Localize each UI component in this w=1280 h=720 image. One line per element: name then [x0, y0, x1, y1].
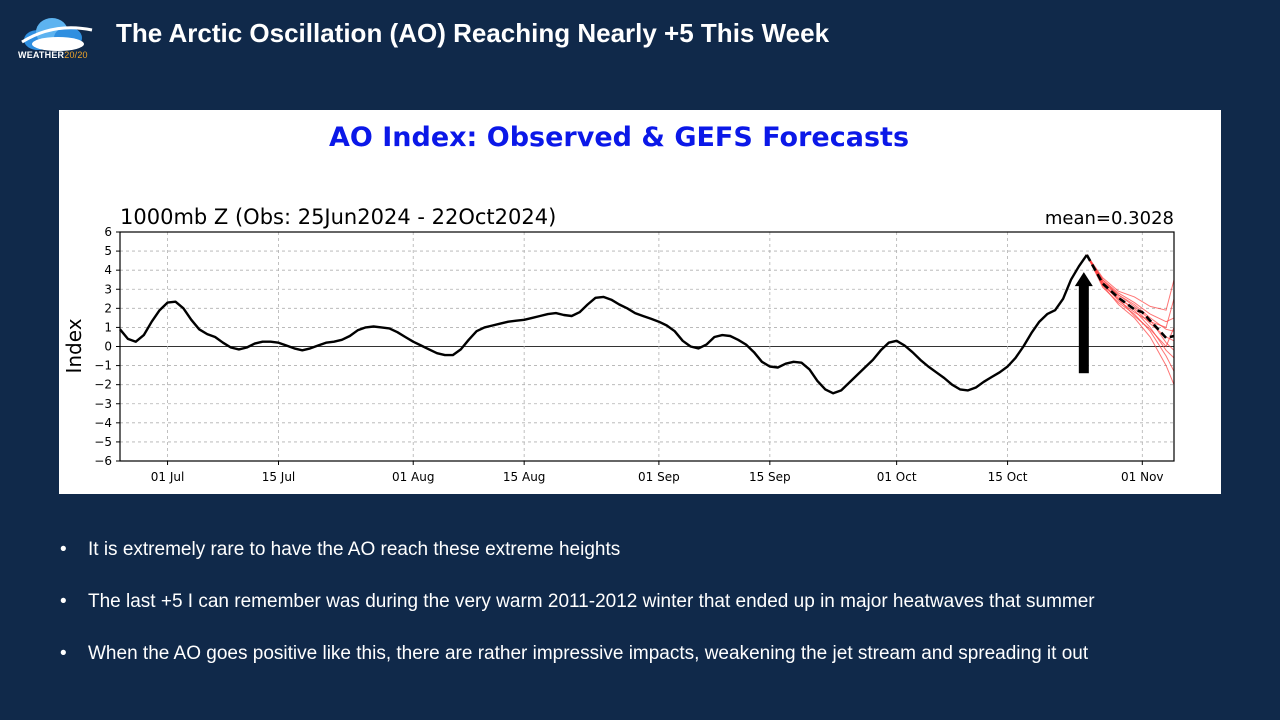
bullet-item: • It is extremely rare to have the AO rea… [60, 539, 621, 560]
y-tick-label: −6 [94, 454, 112, 468]
bullet-icon: • [60, 591, 67, 612]
bullet-item: • The last +5 I can remember was during t… [60, 591, 1095, 612]
x-tick-label: 01 Oct [877, 470, 917, 484]
y-tick-label: 6 [104, 225, 112, 239]
x-tick-labels: 01 Jul 15 Jul 01 Aug 15 Aug 01 Sep 15 Sep 01 O… [151, 461, 1164, 484]
arrow-up-icon [1074, 272, 1093, 287]
arrow-shaft [1078, 282, 1089, 374]
ensemble-member-line [1086, 254, 1175, 348]
x-tick-label: 01 Nov [1121, 470, 1164, 484]
y-tick-label: −3 [94, 397, 112, 411]
x-tick-label: 15 Aug [503, 470, 546, 484]
x-tick-label: 15 Jul [262, 470, 296, 484]
highlight-arrow [1074, 272, 1093, 374]
chart-subtitle: 1000mb Z (Obs: 25Jun2024 - 22Oct2024) [120, 205, 556, 229]
chart-svg: AO Index: Observed & GEFS Forecasts 1000… [62, 122, 1175, 484]
logo-text: WEATHER20/20 [18, 50, 88, 60]
ensemble-member-line [1086, 254, 1175, 372]
y-tick-label: 1 [104, 320, 112, 334]
x-tick-label: 15 Sep [749, 470, 791, 484]
x-tick-label: 01 Jul [151, 470, 185, 484]
cloud-logo-icon [21, 18, 93, 51]
ensemble-mean-line [1085, 254, 1175, 340]
ao-index-chart: AO Index: Observed & GEFS Forecasts 1000… [59, 110, 1221, 494]
y-tick-label: 3 [104, 282, 112, 296]
y-axis-label: Index [62, 318, 86, 373]
observed-line [119, 254, 1088, 395]
slide-title: The Arctic Oscillation (AO) Reaching Nea… [116, 18, 830, 48]
logo [14, 10, 110, 62]
y-tick-label: 0 [104, 340, 112, 354]
y-tick-label: 5 [104, 244, 112, 258]
ensemble-member-line [1086, 254, 1175, 329]
bullet-icon: • [60, 643, 67, 664]
y-tick-label: −2 [94, 378, 112, 392]
ensemble-member-line [1086, 254, 1175, 342]
bullet-icon: • [60, 539, 67, 560]
bullet-item: • When the AO goes positive like this, th… [60, 643, 1089, 664]
ensemble-member-line [1086, 254, 1175, 332]
y-tick-label: −5 [94, 435, 112, 449]
y-tick-label: 2 [104, 301, 112, 315]
x-tick-label: 15 Oct [988, 470, 1028, 484]
y-tick-label: 4 [104, 263, 112, 277]
x-tick-label: 01 Aug [392, 470, 435, 484]
ensemble-member-line [1086, 254, 1175, 311]
chart-mean-annotation: mean=0.3028 [1045, 208, 1174, 229]
ensemble-member-line [1086, 254, 1175, 351]
chart-title: AO Index: Observed & GEFS Forecasts [329, 122, 909, 153]
y-tick-labels: 6 5 4 3 2 1 0 −1 −2 −3 −4 −5 −6 [94, 225, 120, 468]
y-tick-label: −1 [94, 359, 112, 373]
plot-frame [119, 231, 1175, 462]
grid-lines [120, 232, 1174, 461]
y-tick-label: −4 [94, 416, 112, 430]
x-tick-label: 01 Sep [638, 470, 680, 484]
bullet-list: • It is extremely rare to have the AO rea… [60, 538, 1260, 694]
ensemble-mean-series [1085, 254, 1175, 340]
observed-series [119, 254, 1088, 395]
